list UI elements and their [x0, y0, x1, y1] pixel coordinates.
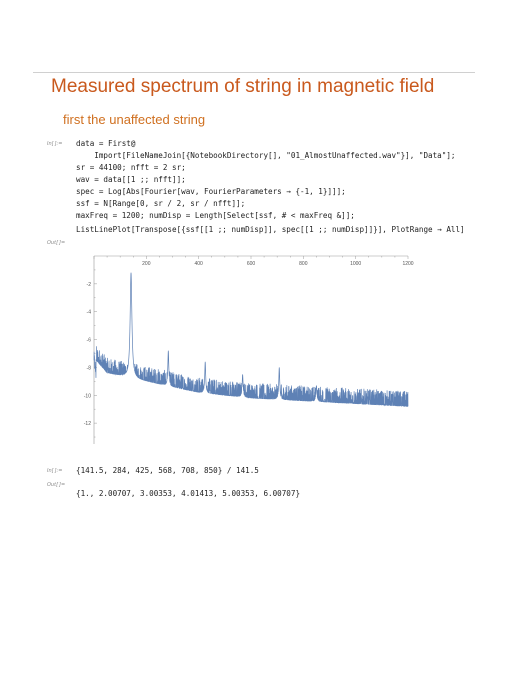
code-line[interactable]: ListLinePlot[Transpose[{ssf[[1 ;; numDis… [76, 225, 465, 234]
x-tick-label: 600 [247, 261, 256, 267]
y-tick-label: -4 [87, 310, 92, 316]
y-tick-label: -12 [84, 421, 91, 427]
y-tick-label: -6 [87, 338, 92, 344]
code-line[interactable]: spec = Log[Abs[Fourier[wav, FourierParam… [76, 187, 346, 196]
x-tick-label: 200 [142, 261, 151, 267]
x-tick-label: 1200 [402, 261, 413, 267]
code-line[interactable]: sr = 44100; nfft = 2 sr; [76, 163, 186, 172]
input-label: In[ ]:= [47, 468, 63, 474]
ratio-input[interactable]: {141.5, 284, 425, 568, 708, 850} / 141.5 [76, 466, 259, 475]
x-tick-label: 1000 [350, 261, 361, 267]
code-line[interactable]: data = First@ [76, 139, 136, 148]
spectrum-plot[interactable]: 200 400 600 800 1000 1200 -2 -4 -6 -8 -10 -12 [76, 250, 416, 450]
code-line[interactable]: ssf = N[Range[0, sr / 2, sr / nfft]]; [76, 199, 246, 208]
section-title: Measured spectrum of string in magnetic … [51, 76, 435, 97]
subsection-title: first the unaffected string [63, 112, 206, 127]
spectrum-series-line [93, 272, 409, 407]
code-line[interactable]: Import[FileNameJoin[{NotebookDirectory[]… [76, 151, 456, 160]
x-tick-label: 800 [299, 261, 308, 267]
output-label: Out[ ]= [47, 240, 66, 246]
code-line[interactable]: wav = data[[1 ;; nfft]]; [76, 175, 186, 184]
input-label: In[ ]:= [47, 141, 63, 147]
section-divider [33, 72, 475, 73]
ratio-output: {1., 2.00707, 3.00353, 4.01413, 5.00353,… [76, 489, 301, 498]
code-line[interactable]: maxFreq = 1200; numDisp = Length[Select[… [76, 211, 355, 220]
output-label: Out[ ]= [47, 482, 66, 488]
x-tick-label: 400 [194, 261, 203, 267]
y-tick-label: -2 [87, 282, 92, 288]
y-tick-label: -8 [87, 365, 92, 371]
y-tick-label: -10 [84, 393, 91, 399]
